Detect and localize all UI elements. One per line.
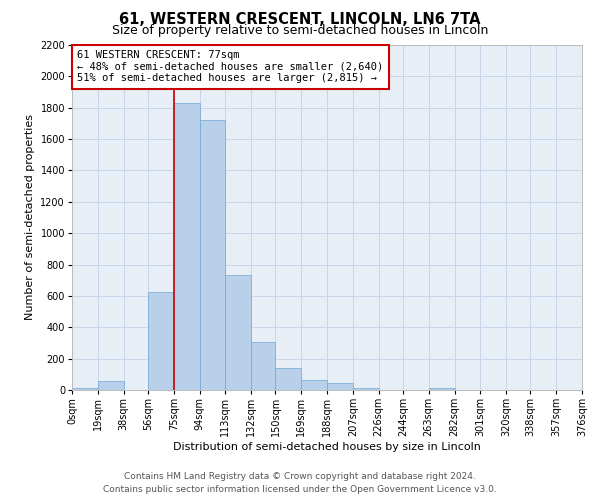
Bar xyxy=(225,274,251,390)
Bar xyxy=(98,382,124,390)
Bar xyxy=(275,368,301,390)
Text: 61 WESTERN CRESCENT: 77sqm
← 48% of semi-detached houses are smaller (2,640)
51%: 61 WESTERN CRESCENT: 77sqm ← 48% of semi… xyxy=(77,50,383,84)
Bar xyxy=(199,120,225,390)
Bar xyxy=(353,388,379,390)
Bar xyxy=(251,342,275,390)
Bar xyxy=(72,388,98,390)
Bar xyxy=(301,380,327,390)
Text: 61, WESTERN CRESCENT, LINCOLN, LN6 7TA: 61, WESTERN CRESCENT, LINCOLN, LN6 7TA xyxy=(119,12,481,28)
Y-axis label: Number of semi-detached properties: Number of semi-detached properties xyxy=(25,114,35,320)
Bar xyxy=(327,383,353,390)
Bar xyxy=(174,103,199,390)
Text: Size of property relative to semi-detached houses in Lincoln: Size of property relative to semi-detach… xyxy=(112,24,488,37)
Bar xyxy=(429,388,455,390)
Bar xyxy=(148,292,174,390)
Text: Contains HM Land Registry data © Crown copyright and database right 2024.
Contai: Contains HM Land Registry data © Crown c… xyxy=(103,472,497,494)
X-axis label: Distribution of semi-detached houses by size in Lincoln: Distribution of semi-detached houses by … xyxy=(173,442,481,452)
